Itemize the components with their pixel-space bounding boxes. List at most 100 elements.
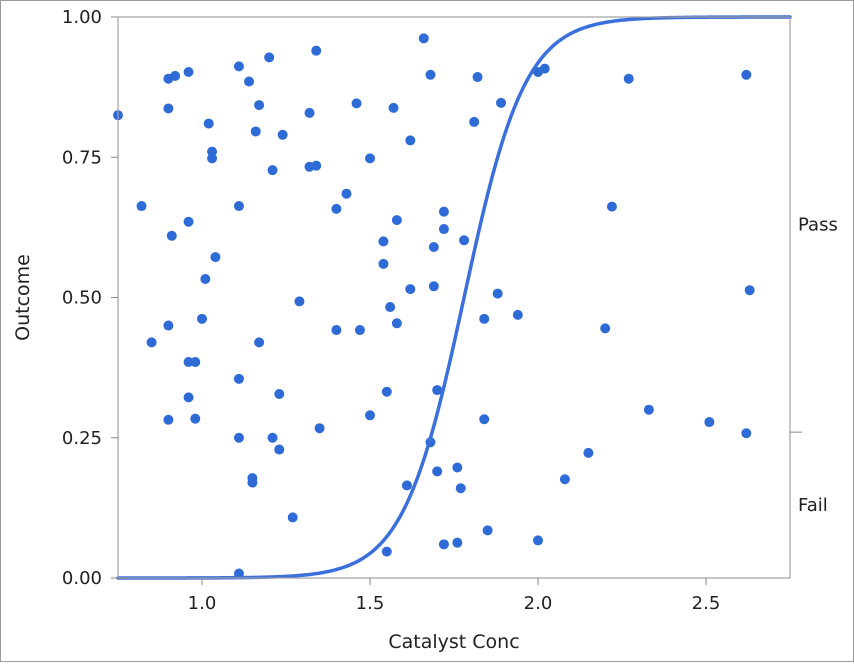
data-point bbox=[254, 100, 265, 111]
data-point bbox=[277, 129, 288, 140]
y-tick-label: 0.75 bbox=[62, 147, 102, 168]
data-point bbox=[405, 135, 416, 146]
data-point bbox=[438, 224, 449, 235]
data-point bbox=[331, 325, 342, 336]
data-point bbox=[207, 153, 218, 164]
data-point bbox=[183, 216, 194, 227]
data-point bbox=[391, 318, 402, 329]
data-point bbox=[385, 302, 396, 313]
right-axis-label-fail: Fail bbox=[798, 495, 828, 516]
data-point bbox=[190, 357, 201, 368]
y-tick-label: 0.00 bbox=[62, 568, 102, 589]
data-point bbox=[233, 432, 244, 443]
data-point bbox=[606, 201, 617, 212]
data-point bbox=[314, 423, 325, 434]
data-point bbox=[200, 273, 211, 284]
x-tick-label: 1.5 bbox=[356, 593, 385, 614]
data-point bbox=[287, 512, 298, 523]
data-point bbox=[479, 414, 490, 425]
data-point bbox=[401, 480, 412, 491]
data-point bbox=[381, 386, 392, 397]
data-point bbox=[452, 537, 463, 548]
data-point bbox=[166, 230, 177, 241]
y-axis: 0.00 0.25 0.50 0.75 1.00 bbox=[62, 7, 118, 589]
data-point bbox=[405, 284, 416, 295]
data-point bbox=[163, 414, 174, 425]
data-point bbox=[388, 102, 399, 113]
data-point bbox=[378, 258, 389, 269]
x-tick-label: 1.0 bbox=[188, 593, 217, 614]
data-point bbox=[559, 474, 570, 485]
data-point bbox=[331, 203, 342, 214]
data-point bbox=[744, 285, 755, 296]
data-point bbox=[233, 373, 244, 384]
data-point bbox=[704, 417, 715, 428]
data-point bbox=[254, 337, 265, 348]
data-point bbox=[203, 118, 214, 129]
data-point bbox=[438, 539, 449, 550]
y-tick-label: 0.25 bbox=[62, 428, 102, 449]
data-point bbox=[136, 201, 147, 212]
data-point bbox=[623, 73, 634, 84]
data-point bbox=[741, 428, 752, 439]
y-tick-label: 0.50 bbox=[62, 288, 102, 309]
data-point bbox=[391, 215, 402, 226]
data-point bbox=[311, 45, 322, 56]
data-point bbox=[163, 103, 174, 114]
data-point bbox=[741, 69, 752, 80]
data-point bbox=[428, 242, 439, 253]
data-point bbox=[583, 447, 594, 458]
data-point bbox=[482, 525, 493, 536]
data-point bbox=[294, 296, 305, 307]
data-point bbox=[244, 76, 255, 87]
data-point bbox=[341, 188, 352, 199]
data-point bbox=[210, 252, 221, 263]
data-point bbox=[274, 444, 285, 455]
data-point bbox=[381, 546, 392, 557]
y-axis-title: Outcome bbox=[12, 254, 34, 341]
y-tick-label: 1.00 bbox=[62, 7, 102, 28]
data-point bbox=[425, 69, 436, 80]
data-point bbox=[170, 70, 181, 81]
data-point bbox=[496, 97, 507, 108]
data-point bbox=[432, 385, 443, 396]
right-axis-label-pass: Pass bbox=[798, 215, 838, 236]
data-point bbox=[247, 477, 258, 488]
data-point bbox=[512, 309, 523, 320]
x-tick-label: 2.0 bbox=[524, 593, 553, 614]
data-point bbox=[183, 66, 194, 77]
data-point bbox=[432, 466, 443, 477]
data-point bbox=[351, 98, 362, 109]
x-tick-label: 2.5 bbox=[692, 593, 721, 614]
data-point bbox=[438, 206, 449, 217]
data-point bbox=[250, 126, 261, 137]
data-point bbox=[365, 153, 375, 164]
data-point bbox=[472, 72, 483, 83]
data-point bbox=[459, 235, 470, 246]
data-point bbox=[311, 160, 322, 171]
data-point bbox=[378, 236, 389, 247]
data-point bbox=[304, 107, 315, 118]
x-axis: 1.0 1.5 2.0 2.5 bbox=[188, 578, 721, 614]
data-point bbox=[354, 325, 365, 336]
data-point bbox=[233, 201, 244, 212]
data-point bbox=[469, 116, 480, 127]
data-point bbox=[183, 392, 194, 403]
right-axis: Pass Fail bbox=[790, 215, 838, 516]
data-point bbox=[233, 61, 244, 72]
data-point bbox=[274, 388, 285, 399]
data-point bbox=[533, 535, 543, 546]
data-point bbox=[163, 320, 174, 331]
data-point bbox=[492, 288, 503, 299]
x-axis-title: Catalyst Conc bbox=[388, 631, 519, 653]
data-point bbox=[197, 313, 207, 324]
data-point bbox=[428, 281, 439, 292]
data-point bbox=[539, 63, 550, 74]
data-point bbox=[600, 323, 611, 334]
logistic-fit-curve bbox=[116, 15, 792, 580]
data-point bbox=[146, 337, 157, 348]
data-point bbox=[267, 165, 278, 176]
points-layer bbox=[113, 33, 755, 579]
